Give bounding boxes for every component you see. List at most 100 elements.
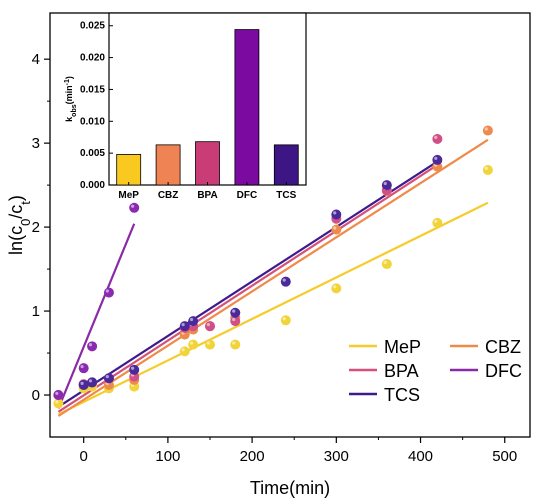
inset-y-tick-label: 0.000 (80, 180, 105, 191)
data-point-cbz (331, 224, 342, 235)
data-point-tcs (230, 307, 241, 318)
data-point-tcs (103, 373, 114, 384)
data-point-dfc (129, 202, 140, 213)
inset-bar-dfc (234, 29, 260, 186)
inset-bar-bpa (195, 141, 220, 186)
x-tick-label: 500 (492, 448, 517, 465)
inset-x-tick-label: TCS (276, 190, 296, 201)
y-tick-label: 3 (32, 135, 40, 152)
legend-label-tcs: TCS (384, 385, 420, 405)
data-point-highlight (434, 219, 438, 223)
data-point-mep (280, 315, 291, 326)
inset-y-tick-label: 0.015 (80, 84, 105, 95)
data-point-highlight (80, 381, 84, 385)
data-point-mep (230, 339, 241, 350)
data-point-highlight (282, 317, 286, 321)
x-tick-label: 300 (324, 448, 349, 465)
data-point-tcs (87, 377, 98, 388)
data-point-highlight (333, 211, 337, 215)
legend-label-cbz: CBZ (485, 337, 521, 357)
x-tick-label: 200 (240, 448, 265, 465)
data-point-bpa (432, 133, 443, 144)
legend-label-dfc: DFC (485, 361, 522, 381)
data-point-cbz (482, 125, 493, 136)
data-point-highlight (105, 375, 109, 379)
fit-line-dfc (57, 223, 136, 409)
data-point-mep (381, 259, 392, 270)
y-tick-label: 2 (32, 219, 40, 236)
fit-line-mep (57, 201, 489, 416)
inset-bar-cbz (155, 144, 181, 186)
data-point-highlight (383, 260, 387, 265)
data-point-tcs (280, 276, 291, 287)
data-point-highlight (181, 348, 185, 352)
data-point-mep (482, 165, 493, 176)
data-point-dfc (78, 363, 89, 374)
data-point-highlight (189, 341, 194, 345)
data-point-highlight (282, 278, 286, 282)
data-point-highlight (80, 364, 84, 369)
data-point-tcs (129, 364, 140, 375)
data-point-mep (188, 339, 199, 350)
data-point-highlight (105, 289, 109, 293)
data-point-tcs (188, 316, 199, 327)
data-point-highlight (232, 309, 236, 313)
inset-y-tick-label: 0.025 (80, 21, 105, 32)
data-point-tcs (381, 180, 392, 191)
data-point-tcs (331, 209, 342, 220)
legend-label-bpa: BPA (384, 361, 419, 381)
inset-x-tick-label: MeP (118, 190, 139, 201)
data-point-highlight (434, 135, 438, 139)
data-point-highlight (88, 343, 93, 347)
data-point-mep (205, 339, 215, 350)
data-point-highlight (55, 391, 59, 396)
data-point-tcs (78, 379, 89, 390)
y-tick-label: 1 (32, 303, 40, 320)
inset-y-tick-label: 0.005 (80, 148, 105, 159)
inset-x-tick-label: BPA (197, 190, 217, 201)
main-scatter-plot: 0 100 200 300 400 500 0 1 2 3 4 Time(min) ln(c0/ct) (6, 12, 531, 498)
inset-y-axis-title: kobs(min-1) (64, 76, 78, 122)
inset-y-tick-label: 0.010 (80, 116, 105, 127)
fit-line-bpa (57, 164, 438, 413)
data-point-highlight (181, 322, 185, 327)
x-tick-label: 0 (80, 448, 88, 465)
data-point-highlight (206, 341, 210, 345)
data-point-dfc (53, 390, 64, 401)
data-point-highlight (383, 181, 387, 186)
y-axis-title: ln(c0/ct) (6, 195, 33, 255)
x-tick-label: 100 (155, 448, 180, 465)
inset-bar-tcs (273, 144, 299, 186)
data-point-tcs (179, 321, 190, 332)
data-point-highlight (189, 317, 194, 322)
inset-bar-mep (116, 154, 142, 186)
data-point-highlight (55, 400, 59, 404)
data-point-highlight (434, 156, 438, 160)
data-point-highlight (232, 341, 236, 345)
data-point-highlight (333, 285, 337, 289)
x-axis-title: Time(min) (250, 478, 330, 498)
data-point-highlight (131, 204, 135, 208)
data-point-highlight (484, 166, 488, 171)
x-tick-label: 400 (408, 448, 433, 465)
inset-x-tick-label: CBZ (158, 190, 179, 201)
inset-bar-chart: 0.000 0.005 0.010 0.015 0.020 0.025 MeP CBZ BPA D… (64, 12, 307, 201)
data-point-highlight (333, 226, 337, 230)
data-point-bpa (205, 321, 215, 332)
data-point-highlight (131, 366, 135, 370)
inset-y-tick-label: 0.020 (80, 53, 105, 64)
data-point-highlight (88, 379, 93, 383)
inset-x-tick-label: DFC (237, 190, 258, 201)
data-point-tcs (432, 154, 443, 165)
legend: MeP CBZ BPA DFC TCS (349, 337, 522, 405)
data-point-mep (331, 283, 342, 294)
data-point-highlight (484, 127, 488, 131)
data-point-mep (432, 217, 443, 228)
legend-label-mep: MeP (384, 337, 421, 357)
data-point-mep (179, 346, 190, 357)
fit-line-tcs (57, 160, 438, 408)
data-point-highlight (206, 322, 210, 327)
data-point-highlight (232, 317, 236, 322)
data-point-dfc (103, 287, 114, 298)
